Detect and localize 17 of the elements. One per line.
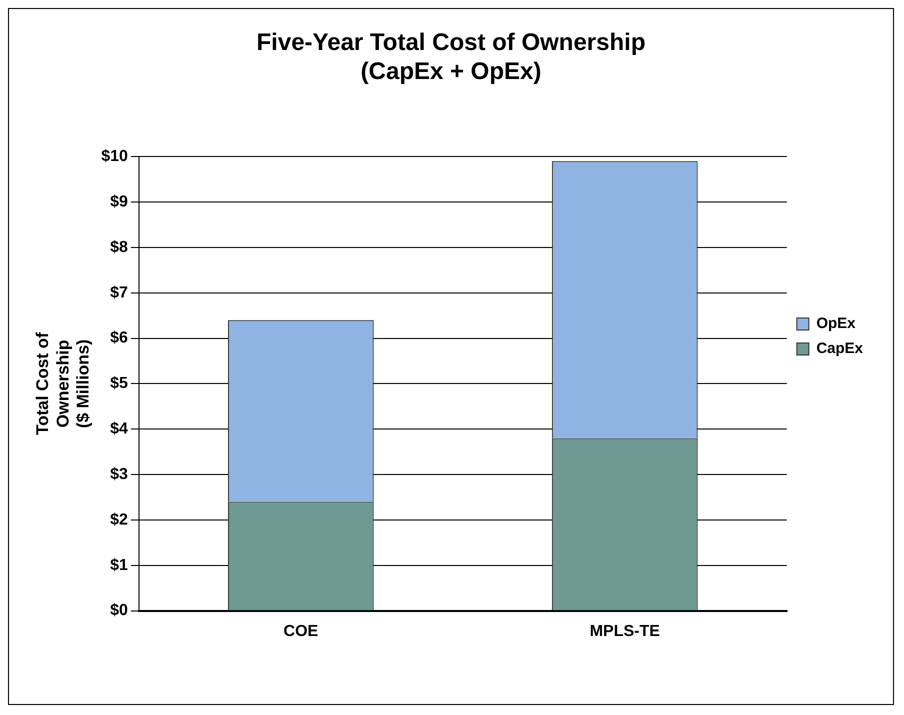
x-tick-label: COE bbox=[284, 622, 319, 640]
y-tick-label: $3 bbox=[110, 466, 128, 483]
y-axis-title: Total Cost of Ownership ($ Millions) bbox=[32, 332, 93, 436]
y-tick-label: $6 bbox=[110, 330, 128, 347]
x-tick-label: MPLS-TE bbox=[590, 622, 660, 640]
legend-label: OpEx bbox=[816, 315, 856, 332]
legend-label: CapEx bbox=[816, 340, 864, 358]
y-tick-label: $10 bbox=[101, 148, 128, 166]
y-tick-label: $4 bbox=[110, 420, 128, 438]
y-tick-label: $9 bbox=[110, 193, 128, 210]
y-tick-label: $2 bbox=[110, 511, 128, 528]
y-tick-label: $1 bbox=[110, 556, 128, 574]
chart-title: Five-Year Total Cost of Ownership (CapEx + OpEx) bbox=[256, 29, 646, 85]
y-tick-label: $5 bbox=[110, 375, 128, 392]
y-tick-label: $8 bbox=[110, 238, 128, 256]
y-tick-label: $7 bbox=[110, 284, 128, 302]
y-tick-label: $0 bbox=[110, 602, 128, 620]
